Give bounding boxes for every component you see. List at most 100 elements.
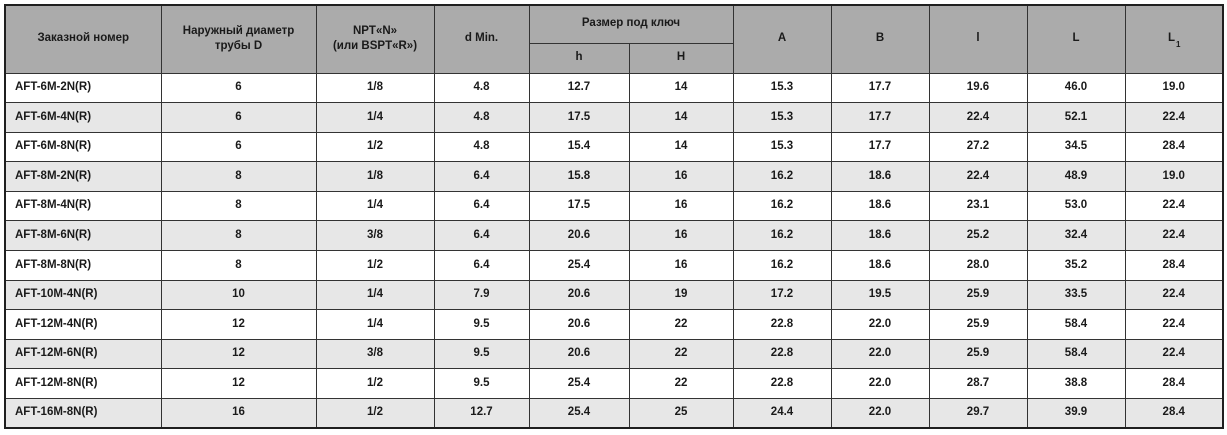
value-cell: 18.6: [830, 190, 930, 222]
value-cell: 12: [160, 368, 317, 400]
value-cell: 28.4: [1124, 398, 1224, 429]
value-cell: 19.0: [1124, 161, 1224, 192]
table-body: AFT-6M-2N(R) 6 1/8 4.8 12.7 14 15.3 17.7 19.6 46.…: [4, 72, 1224, 429]
value-cell: 16.2: [732, 220, 832, 252]
value-cell: 14: [628, 102, 734, 133]
table-row: AFT-8M-4N(R) 8 1/4 6.4 17.5 16 16.2 18.6 23.1 53.…: [4, 190, 1224, 222]
value-cell: 52.1: [1026, 102, 1126, 133]
value-cell: 12: [160, 309, 317, 340]
value-cell: 58.4: [1026, 309, 1126, 340]
fitting-spec-table: Заказной номер Наружный диаметр трубы D …: [4, 4, 1224, 430]
value-cell: 25.4: [528, 368, 630, 400]
table-row: AFT-8M-8N(R) 8 1/2 6.4 25.4 16 16.2 18.6 28.0 35.…: [4, 250, 1224, 281]
value-cell: 12.7: [433, 398, 530, 429]
value-cell: 16: [628, 161, 734, 192]
value-cell: 22: [628, 368, 734, 400]
table-header: Заказной номер Наружный диаметр трубы D …: [4, 4, 1224, 74]
col-header-l-big: L: [1026, 4, 1126, 74]
value-cell: 15.8: [528, 161, 630, 192]
value-cell: 53.0: [1026, 190, 1126, 222]
value-cell: 7.9: [433, 279, 530, 311]
value-cell: 9.5: [433, 309, 530, 340]
order-number-cell: AFT-6M-4N(R): [4, 102, 162, 133]
value-cell: 22.4: [1124, 220, 1224, 252]
value-cell: 22.8: [732, 309, 832, 340]
value-cell: 1/8: [315, 161, 435, 192]
l1-base: L: [1168, 31, 1176, 44]
value-cell: 16: [160, 398, 317, 429]
value-cell: 16.2: [732, 190, 832, 222]
value-cell: 20.6: [528, 309, 630, 340]
value-cell: 38.8: [1026, 368, 1126, 400]
value-cell: 14: [628, 72, 734, 104]
value-cell: 17.2: [732, 279, 832, 311]
value-cell: 3/8: [315, 220, 435, 252]
col-header-outer-diameter: Наружный диаметр трубы D: [160, 4, 317, 74]
value-cell: 25.4: [528, 398, 630, 429]
value-cell: 28.4: [1124, 250, 1224, 281]
col-header-wrench-size-group: Размер под ключ: [528, 4, 734, 44]
value-cell: 28.4: [1124, 131, 1224, 163]
value-cell: 1/2: [315, 398, 435, 429]
value-cell: 19: [628, 279, 734, 311]
value-cell: 22: [628, 309, 734, 340]
value-cell: 22.0: [830, 338, 930, 370]
col-header-l-small: l: [928, 4, 1028, 74]
value-cell: 22.4: [1124, 279, 1224, 311]
value-cell: 1/4: [315, 102, 435, 133]
value-cell: 1/4: [315, 279, 435, 311]
value-cell: 20.6: [528, 220, 630, 252]
value-cell: 12.7: [528, 72, 630, 104]
value-cell: 10: [160, 279, 317, 311]
spec-table-container: Заказной номер Наружный диаметр трубы D …: [4, 4, 1224, 430]
value-cell: 33.5: [1026, 279, 1126, 311]
value-cell: 18.6: [830, 161, 930, 192]
order-number-cell: AFT-10M-4N(R): [4, 279, 162, 311]
value-cell: 28.0: [928, 250, 1028, 281]
col-header-wrench-H: H: [628, 42, 734, 74]
order-number-cell: AFT-8M-2N(R): [4, 161, 162, 192]
value-cell: 18.6: [830, 250, 930, 281]
value-cell: 25: [628, 398, 734, 429]
value-cell: 17.5: [528, 102, 630, 133]
value-cell: 16: [628, 250, 734, 281]
value-cell: 22.4: [1124, 190, 1224, 222]
value-cell: 1/8: [315, 72, 435, 104]
table-row: AFT-16M-8N(R) 16 1/2 12.7 25.4 25 24.4 22.0 29.7…: [4, 398, 1224, 429]
value-cell: 8: [160, 161, 317, 192]
value-cell: 4.8: [433, 102, 530, 133]
value-cell: 23.1: [928, 190, 1028, 222]
table-row: AFT-10M-4N(R) 10 1/4 7.9 20.6 19 17.2 19.5 25.9 3…: [4, 279, 1224, 311]
value-cell: 8: [160, 220, 317, 252]
value-cell: 15.3: [732, 102, 832, 133]
value-cell: 22.8: [732, 368, 832, 400]
value-cell: 4.8: [433, 131, 530, 163]
value-cell: 16: [628, 190, 734, 222]
table-row: AFT-6M-4N(R) 6 1/4 4.8 17.5 14 15.3 17.7 22.4 52.…: [4, 102, 1224, 133]
value-cell: 48.9: [1026, 161, 1126, 192]
value-cell: 16: [628, 220, 734, 252]
value-cell: 18.6: [830, 220, 930, 252]
value-cell: 3/8: [315, 338, 435, 370]
order-number-cell: AFT-8M-8N(R): [4, 250, 162, 281]
value-cell: 1/4: [315, 309, 435, 340]
l1-subscript: 1: [1176, 40, 1181, 49]
value-cell: 6.4: [433, 190, 530, 222]
value-cell: 22.4: [1124, 309, 1224, 340]
value-cell: 20.6: [528, 338, 630, 370]
table-row: AFT-12M-8N(R) 12 1/2 9.5 25.4 22 22.8 22.0 28.7 3…: [4, 368, 1224, 400]
table-row: AFT-6M-2N(R) 6 1/8 4.8 12.7 14 15.3 17.7 19.6 46.…: [4, 72, 1224, 104]
value-cell: 32.4: [1026, 220, 1126, 252]
table-row: AFT-12M-6N(R) 12 3/8 9.5 20.6 22 22.8 22.0 25.9 5…: [4, 338, 1224, 370]
order-number-cell: AFT-12M-8N(R): [4, 368, 162, 400]
value-cell: 15.3: [732, 72, 832, 104]
value-cell: 1/2: [315, 368, 435, 400]
table-row: AFT-12M-4N(R) 12 1/4 9.5 20.6 22 22.8 22.0 25.9 5…: [4, 309, 1224, 340]
order-number-cell: AFT-12M-4N(R): [4, 309, 162, 340]
col-header-a: A: [732, 4, 832, 74]
value-cell: 16.2: [732, 161, 832, 192]
order-number-cell: AFT-6M-8N(R): [4, 131, 162, 163]
value-cell: 6.4: [433, 220, 530, 252]
value-cell: 17.7: [830, 131, 930, 163]
value-cell: 35.2: [1026, 250, 1126, 281]
